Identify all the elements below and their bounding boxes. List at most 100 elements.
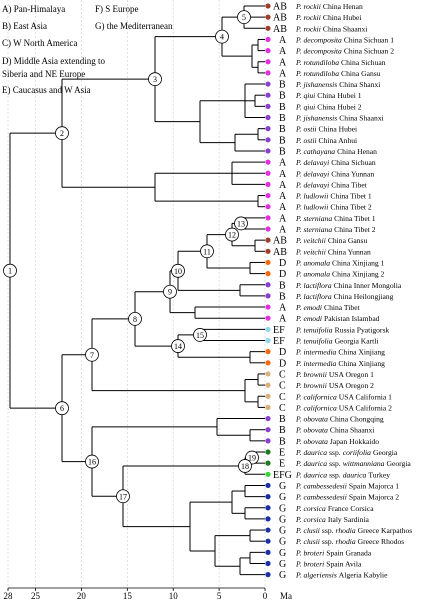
locality: Spain Majorca 2: [349, 493, 399, 502]
locality: Algeria Kabylie: [339, 571, 388, 580]
taxon: P. decomposita: [295, 35, 342, 44]
taxon: P. ludlowii: [295, 203, 328, 212]
area-code: B: [279, 414, 286, 425]
area-code: B: [279, 80, 286, 91]
area-dot: [265, 81, 271, 87]
node-circle: [225, 227, 239, 242]
area-code: B: [279, 436, 286, 447]
area-code: B: [279, 124, 286, 135]
taxon: P. daurica: [295, 470, 327, 479]
area-code: B: [279, 135, 286, 146]
taxon-label: P. lactiflora China Inner Mongolia: [295, 281, 402, 290]
taxon: P. qiui: [295, 102, 315, 111]
area-code: A: [279, 213, 287, 224]
taxon-label: P. californica USA California 1: [295, 392, 392, 401]
taxon: P. rockii: [295, 13, 321, 22]
area-code: B: [279, 291, 286, 302]
area-code: A: [279, 46, 287, 57]
locality: USA Oregon 1: [329, 370, 374, 379]
taxon: P. lactiflora: [295, 292, 332, 301]
taxon-label: P. anomala China Xinjiang 2: [295, 270, 385, 279]
taxon-label: P. daurica ssp. daurica Turkey: [295, 470, 390, 479]
node-circle: [85, 347, 99, 362]
node-circle: [3, 263, 17, 278]
area-dot: [265, 427, 271, 433]
node-number: 10: [174, 267, 182, 276]
locality: China Sichuan 2: [344, 47, 394, 56]
area-code: G: [279, 492, 286, 503]
locality: USA California 2: [339, 403, 392, 412]
tick-label: 25: [31, 591, 41, 600]
taxon-label: P. ludlowii China Tibet 2: [295, 203, 372, 212]
taxon-label: P. lactiflora China Heilongjiang: [295, 292, 394, 301]
area-code: B: [279, 113, 286, 124]
node-circle: [215, 29, 229, 44]
taxon: P. corsica: [295, 504, 326, 513]
area-code: G: [279, 570, 286, 581]
taxon-label: P. californica USA California 2: [295, 403, 392, 412]
taxon: P. brownii: [295, 370, 327, 379]
area-dot: [265, 103, 271, 109]
area-code: AB: [273, 2, 287, 13]
locality: China Gansu: [328, 236, 368, 245]
taxon: P. delavayi: [295, 180, 329, 189]
area-dot: [265, 371, 271, 377]
locality: China Yunnan: [328, 247, 371, 256]
node-circle: [237, 10, 251, 25]
node-circle: [234, 216, 248, 231]
legend-entry: D) Middle Asia extending to: [2, 56, 105, 66]
area-dot: [265, 315, 271, 321]
taxon-label: P. decomposita China Sichuan 2: [295, 47, 394, 56]
taxon: P. intermedia: [295, 359, 337, 368]
area-code: A: [279, 169, 287, 180]
legend-entry: F) S Europe: [95, 4, 139, 14]
area-dot: [265, 226, 271, 232]
locality: Italy Sardinia: [328, 515, 370, 524]
area-code: EF: [273, 325, 285, 336]
taxon: P. lactiflora: [295, 281, 332, 290]
taxon-label: P. obovata Japan Hokkaido: [295, 437, 379, 446]
taxon-label: P. brownii USA Oregon 2: [295, 381, 374, 390]
area-dot: [265, 549, 271, 555]
tick-label: 5: [217, 591, 222, 600]
locality: China Tibet 1: [334, 214, 376, 223]
taxon: P. anomala: [295, 270, 330, 279]
area-code: B: [279, 280, 286, 291]
area-dot: [265, 349, 271, 355]
locality: Greece Karpathos: [358, 526, 413, 535]
area-dot: [265, 92, 271, 98]
area-code: EF: [273, 336, 285, 347]
taxon-label: P. ludlowii China Tibet 1: [295, 192, 372, 201]
taxon: P. tenuifolia: [295, 337, 333, 346]
taxon-label: P. ostii China Anhui: [295, 136, 357, 145]
area-code: B: [279, 146, 286, 157]
taxon-label: P. daurica ssp. coriifolia Georgia: [295, 448, 398, 457]
node-number: 18: [241, 462, 249, 471]
taxon: P. rotundiloba: [295, 69, 339, 78]
locality: China Anhui: [319, 136, 358, 145]
tick-label: 10: [169, 591, 179, 600]
area-dot: [265, 170, 271, 176]
taxon-label: P. broteri Spain Granada: [295, 548, 372, 557]
legend-entry: B) East Asia: [2, 21, 47, 31]
area-dot: [265, 215, 271, 221]
area-dot: [265, 494, 271, 500]
area-code: A: [279, 202, 287, 213]
locality: China Henan: [337, 147, 377, 156]
locality: China Shaanxi: [339, 114, 384, 123]
taxon: P. rotundiloba: [295, 58, 339, 67]
infra-name: rhodia: [336, 537, 356, 546]
infra-name: rhodia: [336, 526, 356, 535]
taxon: P. veitchii: [295, 236, 326, 245]
taxon-label: P. sterniana China Tibet 2: [295, 225, 376, 234]
locality: Spain Avila: [326, 560, 362, 569]
area-code: A: [279, 225, 287, 236]
area-dot: [265, 148, 271, 154]
area-dot: [265, 304, 271, 310]
taxon: P. corsica: [295, 515, 326, 524]
taxon-label: P. rockii China Henan: [295, 2, 363, 11]
area-dot: [265, 48, 271, 54]
taxon-label: P. algeriensis Algeria Kabylie: [295, 571, 388, 580]
node-number: 1: [8, 267, 12, 276]
area-code: E: [279, 448, 285, 459]
